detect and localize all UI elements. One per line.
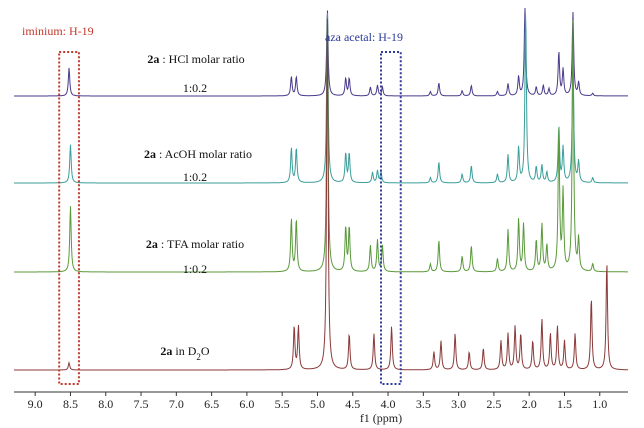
x-tick-label-2: 8.5	[63, 397, 78, 411]
series-ratio-label-2: 1:0.2	[183, 170, 207, 184]
aza-acetal-annotation-label: aza acetal: H-19	[325, 30, 403, 44]
x-tick-label-4: 7.5	[134, 397, 149, 411]
series-label-2: 2a : AcOH molar ratio	[144, 147, 252, 161]
spectrum-trace-3	[14, 15, 628, 273]
x-tick-label-7: 6.0	[239, 397, 254, 411]
x-tick-label-17: 1.0	[592, 397, 607, 411]
x-tick-label-10: 4.5	[345, 397, 360, 411]
x-axis-title: f1 (ppm)	[360, 411, 402, 425]
x-tick-label-14: 2.5	[486, 397, 501, 411]
spectrum-trace-4	[14, 18, 628, 371]
series-ratio-label-1: 1:0.2	[183, 81, 207, 95]
iminium-highlight-box	[58, 51, 80, 385]
series-ratio-label-3: 1:0.2	[183, 262, 207, 276]
x-axis-ticks: 9.0 8.5 8.0 7.5 7.0 6.5 6.0 5.5 5.0 4.5 4.0 3.5 3.0 2…	[28, 392, 607, 411]
series-label-3: 2a : TFA molar ratio	[146, 237, 244, 251]
x-tick-label-16: 1.5	[557, 397, 572, 411]
spectrum-trace-2	[14, 12, 628, 184]
series-label-1: 2a : HCl molar ratio	[147, 52, 244, 66]
x-tick-label-1: 9.0	[28, 397, 43, 411]
iminium-annotation-label: iminium: H-19	[22, 24, 94, 38]
x-tick-label-5: 7.0	[169, 397, 184, 411]
x-tick-label-13: 3.0	[451, 397, 466, 411]
x-tick-label-3: 8.0	[98, 397, 113, 411]
x-tick-label-12: 3.5	[416, 397, 431, 411]
x-tick-label-9: 5.0	[310, 397, 325, 411]
spectra-traces	[14, 7, 629, 371]
x-tick-label-11: 4.0	[381, 397, 396, 411]
series-labels: 2a : HCl molar ratio 1:0.2 2a : AcOH molar…	[144, 52, 252, 362]
series-label-4: 2a in D2O	[160, 344, 210, 362]
aza-acetal-highlight-box	[379, 51, 402, 385]
x-tick-label-15: 2.0	[522, 397, 537, 411]
x-tick-label-8: 5.5	[275, 397, 290, 411]
x-tick-label-6: 6.5	[204, 397, 219, 411]
